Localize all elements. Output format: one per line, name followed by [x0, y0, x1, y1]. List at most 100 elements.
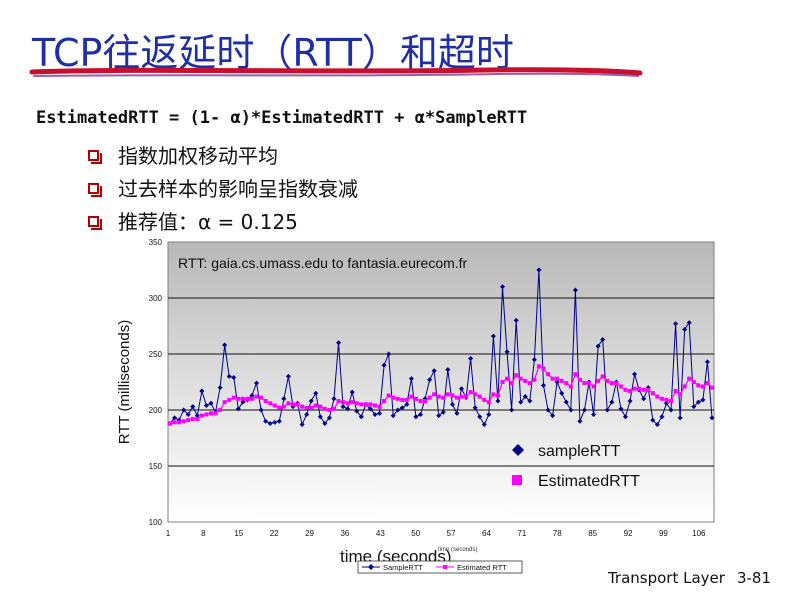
- data-point: [477, 394, 482, 399]
- data-point: [527, 381, 532, 386]
- data-point: [295, 402, 300, 407]
- data-point: [331, 406, 336, 411]
- data-point: [204, 412, 209, 417]
- data-point: [559, 390, 565, 396]
- data-point: [226, 373, 232, 379]
- data-point: [381, 362, 387, 368]
- data-point: [481, 422, 487, 428]
- data-point: [181, 419, 186, 424]
- data-point: [350, 400, 355, 405]
- data-point: [468, 355, 474, 361]
- data-point: [341, 400, 346, 405]
- data-point: [199, 413, 204, 418]
- data-point: [281, 396, 287, 402]
- data-point: [473, 392, 478, 397]
- data-point: [249, 396, 254, 401]
- data-point: [659, 396, 664, 401]
- slide-title: TCP往返延时（RTT）和超时: [32, 31, 514, 75]
- data-point: [436, 394, 441, 399]
- data-point: [222, 400, 227, 405]
- legend-label: EstimatedRTT: [538, 473, 640, 490]
- data-point: [477, 414, 483, 420]
- data-point: [582, 381, 587, 386]
- bullet-text: 过去样本的影响呈指数衰减: [118, 177, 358, 201]
- data-point: [695, 399, 701, 405]
- data-point: [450, 393, 455, 398]
- data-point: [340, 404, 346, 410]
- data-point: [400, 397, 405, 402]
- data-point: [682, 326, 688, 332]
- data-point: [431, 368, 437, 374]
- data-point: [532, 377, 537, 382]
- data-point: [377, 404, 382, 409]
- data-point: [632, 386, 637, 391]
- data-point: [395, 407, 401, 413]
- data-point: [368, 402, 373, 407]
- series-layer: [167, 267, 715, 428]
- data-point: [322, 420, 328, 426]
- data-point: [691, 380, 696, 384]
- data-point: [386, 393, 391, 398]
- mini-legend-square-icon: [443, 565, 447, 569]
- data-point: [627, 398, 633, 404]
- data-point: [272, 419, 278, 425]
- data-point: [522, 394, 528, 400]
- data-point: [372, 403, 377, 408]
- data-point: [536, 267, 542, 273]
- mini-legend-diamond-icon: [368, 564, 374, 570]
- data-point: [495, 398, 501, 404]
- data-point: [458, 386, 464, 392]
- data-point: [222, 342, 228, 348]
- data-point: [441, 395, 446, 400]
- data-point: [391, 395, 396, 400]
- data-point: [249, 392, 255, 398]
- footer-label: Transport Layer: [607, 569, 725, 587]
- data-point: [654, 422, 660, 428]
- data-point: [168, 421, 172, 426]
- mini-legend-label: SampleRTT: [383, 563, 423, 572]
- data-point: [286, 401, 291, 406]
- data-point: [646, 387, 651, 392]
- x-tick-label: 106: [692, 529, 706, 538]
- y-tick-label: 150: [149, 462, 163, 471]
- data-point: [304, 405, 309, 410]
- data-point: [495, 393, 500, 398]
- data-point: [628, 388, 633, 393]
- x-tick-label: 50: [411, 529, 420, 538]
- data-point: [190, 416, 195, 421]
- data-point: [545, 407, 551, 413]
- data-point: [267, 420, 273, 426]
- x-tick-label: 99: [659, 529, 668, 538]
- data-point: [513, 317, 519, 323]
- chart-title: RTT: gaia.cs.umass.edu to fantasia.eurec…: [178, 255, 468, 271]
- data-point: [258, 407, 264, 413]
- data-point: [577, 418, 583, 424]
- data-point: [596, 378, 601, 383]
- data-point: [632, 371, 638, 377]
- data-point: [231, 375, 237, 381]
- x-tick-label: 8: [201, 529, 206, 538]
- data-point: [345, 406, 351, 412]
- data-point: [185, 411, 191, 417]
- y-tick-label: 200: [149, 406, 163, 415]
- legend-diamond-icon: [512, 444, 524, 456]
- data-point: [427, 395, 432, 400]
- sampleRTT-series: [167, 267, 715, 428]
- data-point: [213, 411, 218, 416]
- data-point: [546, 372, 551, 377]
- data-point: [326, 415, 332, 421]
- data-point: [504, 349, 510, 355]
- data-point: [218, 408, 223, 412]
- data-point: [263, 399, 268, 404]
- data-point: [536, 364, 541, 369]
- data-point: [581, 407, 587, 413]
- data-point: [418, 399, 423, 404]
- data-point: [408, 376, 414, 382]
- data-point: [349, 389, 355, 395]
- data-point: [304, 411, 310, 417]
- data-point: [609, 399, 615, 405]
- data-point: [208, 411, 213, 416]
- mini-legend-entry: Estimated RTT: [436, 563, 507, 572]
- data-point: [669, 399, 674, 404]
